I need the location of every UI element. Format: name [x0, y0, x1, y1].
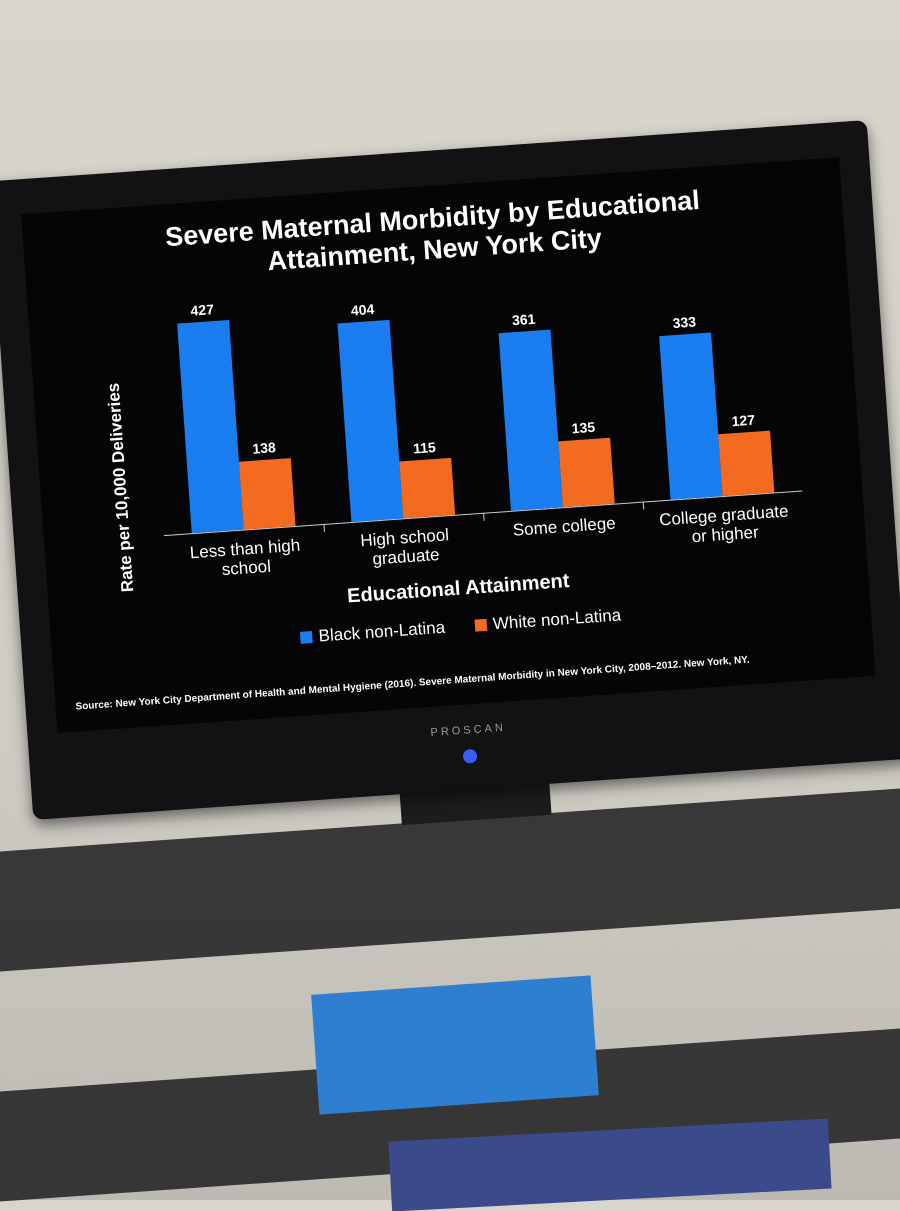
source-note: Source: New York City Department of Heal…: [75, 654, 750, 713]
legend-swatch: [474, 618, 488, 632]
y-axis-label: Rate per 10,000 Deliveries: [103, 382, 138, 593]
x-tick-label: Some college: [512, 513, 617, 540]
bar: [718, 430, 775, 497]
legend-swatch: [300, 630, 314, 644]
category-divider: [323, 523, 326, 532]
bar: [337, 320, 404, 522]
bar: [558, 437, 615, 508]
television: Severe Maternal Morbidity by Educational…: [0, 120, 900, 820]
data-label: 361: [511, 311, 536, 329]
power-led: [462, 748, 478, 764]
data-label: 135: [571, 418, 596, 436]
data-label: 138: [251, 439, 277, 457]
bar: [399, 458, 456, 519]
data-label: 127: [731, 411, 756, 429]
x-tick-label: College graduate or higher: [658, 501, 790, 547]
data-label: 115: [412, 439, 437, 457]
data-label: 427: [190, 301, 215, 319]
data-label: 404: [350, 301, 375, 319]
category-divider: [642, 501, 645, 510]
tv-brand: PROSCAN: [430, 721, 507, 739]
router-box: [311, 975, 599, 1115]
data-label: 333: [672, 313, 697, 332]
bar: [238, 458, 296, 530]
screen: Severe Maternal Morbidity by Educational…: [21, 157, 876, 734]
x-tick-label: Less than high school: [189, 535, 301, 580]
category-divider: [483, 512, 485, 521]
x-tick-label: High school graduate: [359, 525, 450, 569]
bar: [177, 320, 244, 534]
